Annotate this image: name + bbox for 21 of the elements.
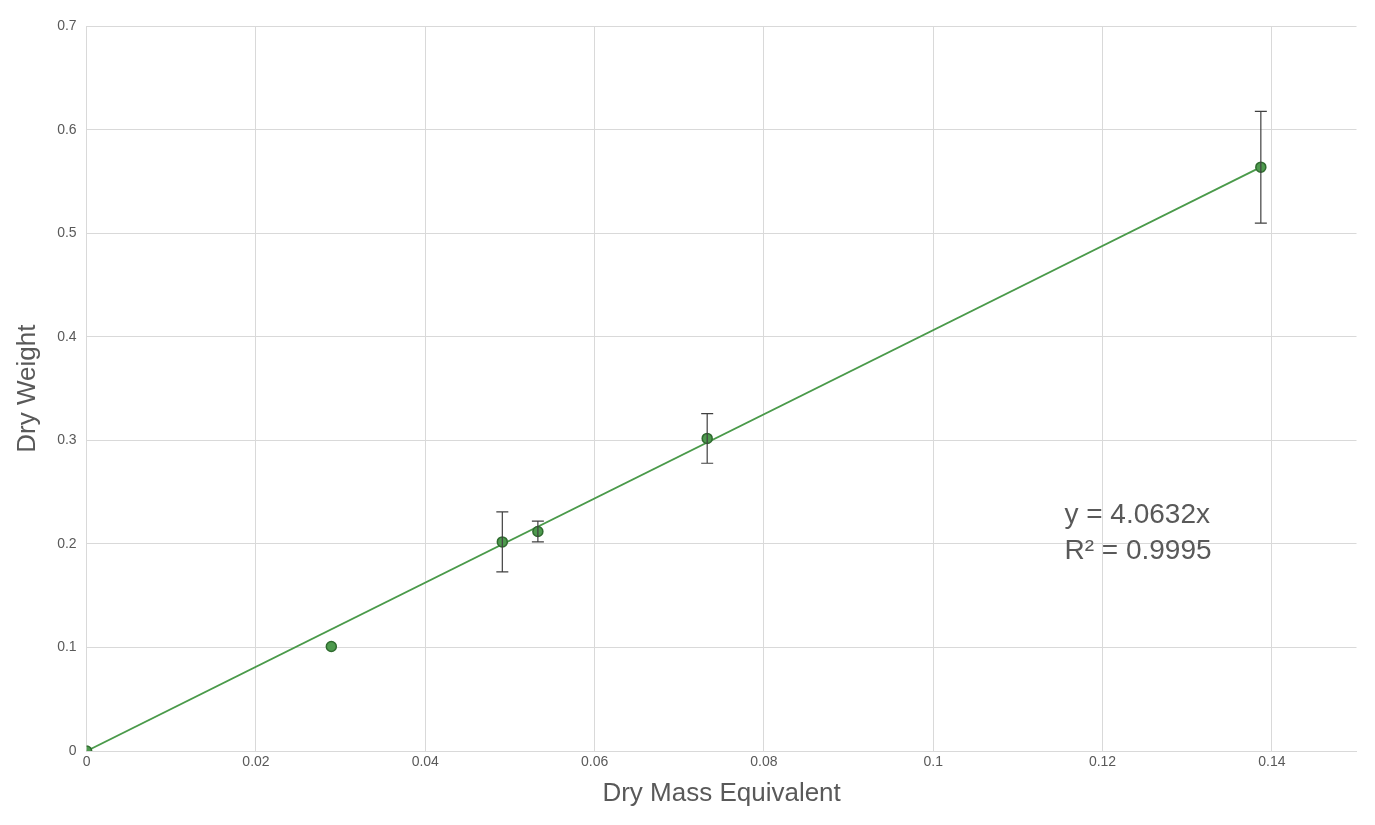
x-tick-label: 0.08 bbox=[750, 753, 778, 770]
x-tick-label: 0.06 bbox=[580, 753, 609, 770]
x-tick-label: 0.04 bbox=[411, 753, 440, 770]
x-tick-label: 0.12 bbox=[1088, 753, 1117, 770]
x-axis-title: Dry Mass Equivalent bbox=[602, 776, 842, 807]
y-axis-title: Dry Weight bbox=[10, 323, 41, 453]
y-tick-label: 0 bbox=[68, 741, 77, 758]
y-tick-label: 0.6 bbox=[57, 120, 77, 137]
y-tick-label: 0.4 bbox=[57, 327, 77, 344]
point bbox=[325, 640, 338, 653]
x-tick-label: 0.1 bbox=[923, 753, 944, 770]
y-tick-label: 0.5 bbox=[57, 224, 77, 241]
y-tick-label: 0.3 bbox=[57, 431, 77, 448]
x-tick-label: 0.02 bbox=[242, 753, 270, 770]
y-tick-label: 0.2 bbox=[57, 534, 77, 551]
annotation: R² = 0.9995 bbox=[1064, 533, 1212, 565]
y-tick-label: 0.7 bbox=[57, 17, 77, 34]
y-tick-label: 0.1 bbox=[57, 638, 77, 655]
x-tick-label: 0.14 bbox=[1258, 753, 1286, 770]
x-tick-label: 0 bbox=[82, 753, 91, 770]
annotation: y = 4.0632x bbox=[1064, 497, 1210, 529]
